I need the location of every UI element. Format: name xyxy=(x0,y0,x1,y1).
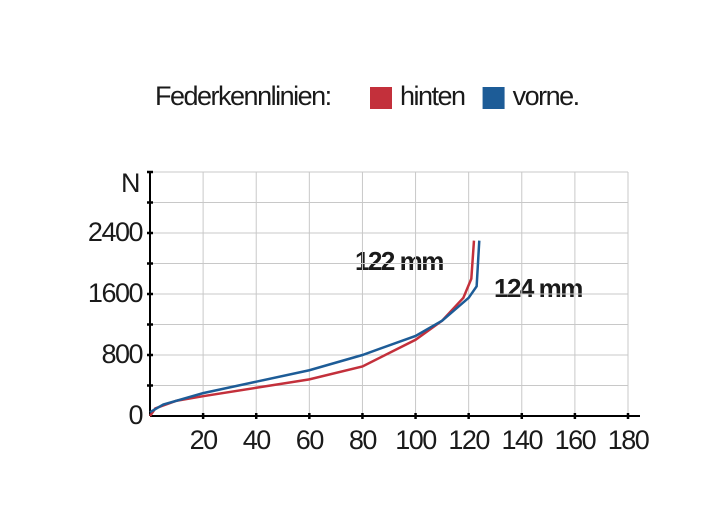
x-tick-label: 160 xyxy=(555,425,596,455)
y-tick-label: 800 xyxy=(101,339,142,369)
data-line xyxy=(149,240,481,414)
y-tick-label: 0 xyxy=(128,400,142,430)
x-tick-label: 60 xyxy=(296,425,324,455)
legend-label: hinten xyxy=(400,81,465,111)
x-tick-label: 140 xyxy=(501,425,542,455)
x-tick-label: 20 xyxy=(190,425,218,455)
annotation: 122 mm xyxy=(355,246,443,276)
x-tick-label: 120 xyxy=(448,425,489,455)
chart-title: Federkennlinien: xyxy=(155,81,331,111)
y-axis-label: N xyxy=(121,168,139,198)
y-tick-label: 2400 xyxy=(88,217,143,247)
x-tick-label: 40 xyxy=(243,425,271,455)
x-tick-label: 80 xyxy=(349,425,377,455)
y-tick-label: 1600 xyxy=(88,278,143,308)
x-tick-label: 180 xyxy=(608,425,649,455)
legend-label: vorne. xyxy=(513,81,579,111)
annotation: 124 mm xyxy=(494,273,582,303)
x-tick-label: 100 xyxy=(395,425,436,455)
legend-swatch xyxy=(370,87,392,109)
legend-swatch xyxy=(482,87,505,109)
